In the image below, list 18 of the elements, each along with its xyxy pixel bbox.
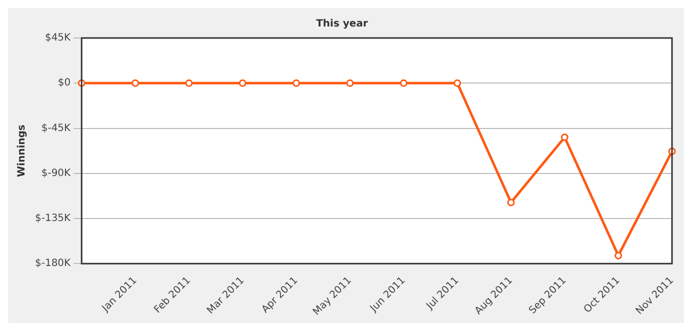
point xyxy=(614,252,622,260)
point xyxy=(132,79,140,87)
point xyxy=(400,79,408,87)
y-tick-label: $45K xyxy=(44,32,72,44)
y-tick-label: $-90K xyxy=(41,168,72,179)
point xyxy=(346,79,354,87)
point xyxy=(185,79,193,87)
point xyxy=(292,79,300,87)
y-tick-label: $-45K xyxy=(41,122,72,134)
y-tick-label: $0 xyxy=(58,78,71,89)
y-axis-title: Winnings xyxy=(16,124,28,178)
chart-title: This year xyxy=(316,18,368,30)
y-tick-label: $-180K xyxy=(34,258,72,270)
point xyxy=(238,79,246,87)
point xyxy=(560,134,568,142)
y-tick-label: $-135K xyxy=(34,213,72,224)
point xyxy=(454,79,462,87)
point xyxy=(507,198,515,206)
